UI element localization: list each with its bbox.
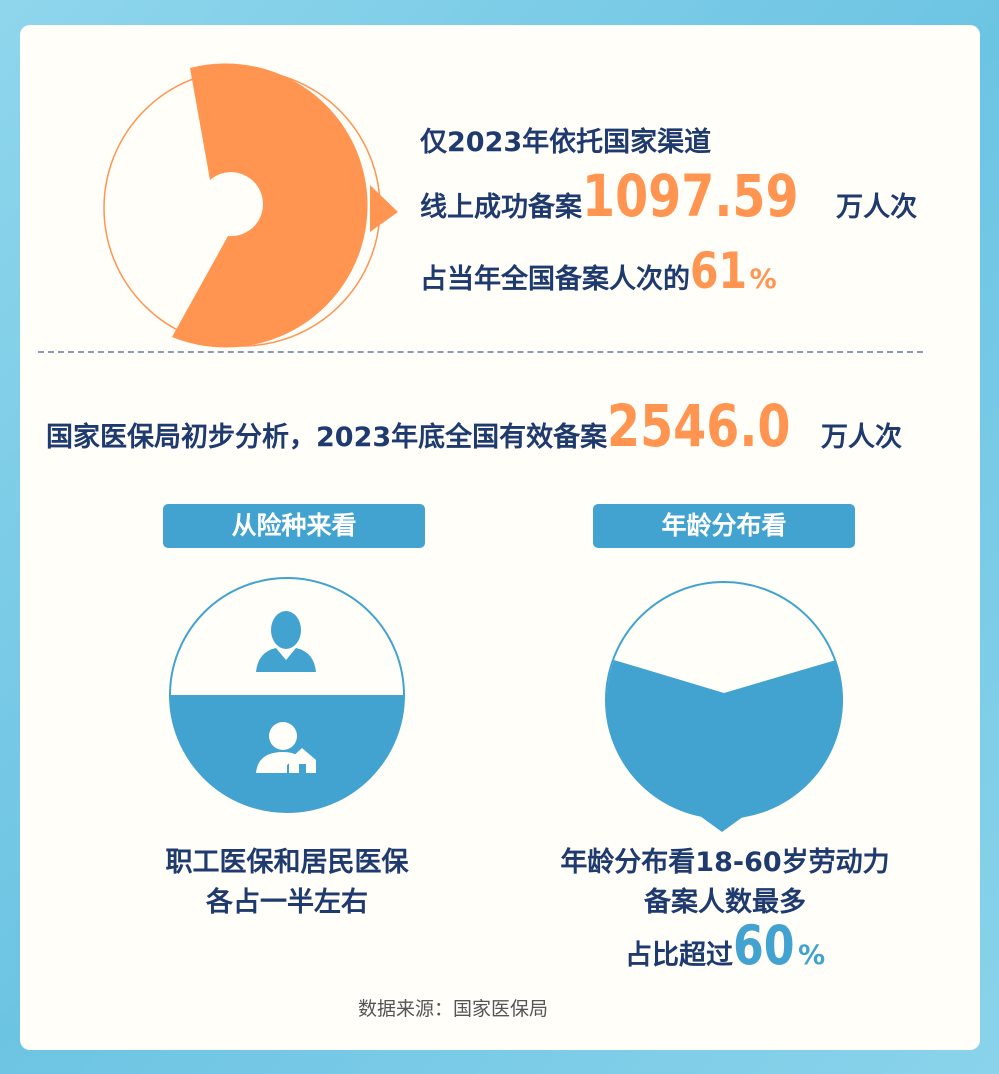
national-count: 2546.0	[607, 392, 791, 460]
filings-count: 1097.59	[582, 162, 799, 230]
age-line-1: 年龄分布看18-60岁劳动力	[560, 847, 890, 878]
top-line-3: 占当年全国备案人次的61%	[420, 246, 777, 305]
top-line-1: 仅2023年依托国家渠道	[420, 127, 712, 158]
pie-share-61	[172, 63, 368, 348]
age-line-3: 占比超过60%	[625, 918, 825, 984]
resident-home-icon	[256, 722, 316, 773]
insurance-line-1: 职工医保和居民医保	[165, 847, 409, 878]
insurance-line-2: 各占一半左右	[206, 887, 368, 918]
age-share-number: 60	[733, 914, 795, 977]
national-summary: 国家医保局初步分析，2023年底全国有效备案2546.0 万人次	[46, 392, 902, 466]
age-percent-sign: %	[798, 940, 826, 971]
share-percent-sign: %	[749, 264, 777, 295]
source-note: 数据来源：国家医保局	[358, 998, 549, 1020]
divider	[38, 351, 923, 353]
businessman-icon	[256, 611, 316, 672]
top-line-2-pre: 线上成功备案	[420, 192, 582, 223]
summary-unit: 万人次	[820, 422, 902, 453]
age-line-2: 备案人数最多	[644, 887, 806, 918]
top-line-2: 线上成功备案1097.59 万人次	[420, 162, 918, 236]
insurance-type-label: 从险种来看	[163, 504, 425, 548]
share-number: 61	[690, 242, 748, 300]
age-line-3-pre: 占比超过	[625, 940, 733, 971]
top-line-3-pre: 占当年全国备案人次的	[420, 264, 690, 295]
age-distribution-label: 年龄分布看	[593, 504, 855, 548]
pie-pointer	[370, 185, 398, 232]
age-share-60	[606, 660, 843, 832]
top-line-2-unit: 万人次	[836, 192, 918, 223]
summary-pre: 国家医保局初步分析，2023年底全国有效备案	[46, 422, 608, 453]
